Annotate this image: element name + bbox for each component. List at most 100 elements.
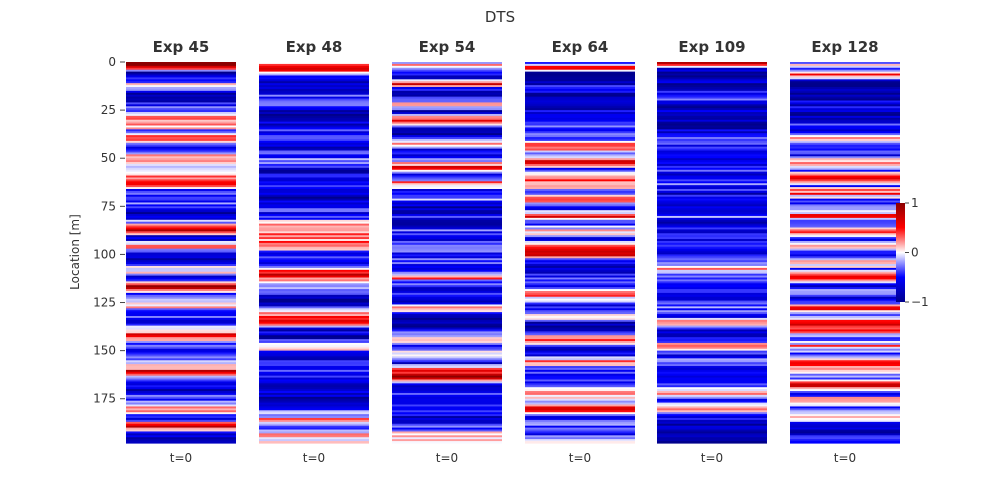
heatmap-cell bbox=[126, 321, 236, 325]
heatmap-cell bbox=[392, 267, 502, 271]
heatmap-cell bbox=[259, 175, 369, 179]
heatmap-cell bbox=[259, 189, 369, 192]
heatmap-cell bbox=[790, 389, 900, 392]
heatmap-cell bbox=[525, 312, 635, 315]
heatmap-cell bbox=[790, 314, 900, 317]
heatmap-cell bbox=[126, 190, 236, 194]
heatmap-cell bbox=[392, 327, 502, 331]
heatmap-cell bbox=[525, 294, 635, 298]
heatmap-cell bbox=[525, 391, 635, 394]
heatmap-cell bbox=[126, 127, 236, 130]
heatmap-cell bbox=[126, 233, 236, 236]
heatmap-cell bbox=[525, 156, 635, 159]
heatmap-cell bbox=[126, 200, 236, 204]
heatmap-cell bbox=[392, 375, 502, 379]
heatmap-cell bbox=[259, 402, 369, 406]
heatmap-cell bbox=[525, 341, 635, 344]
heatmap-cell bbox=[790, 383, 900, 386]
heatmap-cell bbox=[259, 260, 369, 263]
heatmap-cell bbox=[126, 160, 236, 163]
heatmap-cell bbox=[525, 189, 635, 192]
heatmap-cell bbox=[259, 158, 369, 161]
heatmap-cell bbox=[657, 358, 767, 361]
heatmap-cell bbox=[392, 394, 502, 398]
heatmap-cell bbox=[525, 396, 635, 400]
heatmap-cell bbox=[790, 275, 900, 279]
heatmap-cell bbox=[525, 292, 635, 296]
heatmap-cell bbox=[790, 117, 900, 121]
heatmap-cell bbox=[126, 385, 236, 388]
heatmap-cell bbox=[525, 281, 635, 284]
heatmap-cell bbox=[790, 352, 900, 356]
heatmap-cell bbox=[259, 277, 369, 281]
heatmap-cell bbox=[525, 317, 635, 321]
heatmap-cell bbox=[126, 194, 236, 198]
heatmap-cell bbox=[657, 162, 767, 165]
heatmap-cell bbox=[392, 337, 502, 340]
heatmap-cell bbox=[259, 342, 369, 346]
heatmap-cell bbox=[657, 412, 767, 415]
heatmap-cell bbox=[126, 433, 236, 436]
heatmap-cell bbox=[525, 163, 635, 167]
heatmap-cell bbox=[259, 160, 369, 163]
heatmap-cell bbox=[525, 138, 635, 142]
heatmap-cell bbox=[790, 281, 900, 284]
heatmap-cell bbox=[790, 317, 900, 321]
heatmap-cell bbox=[525, 121, 635, 125]
heatmap-cell bbox=[392, 379, 502, 383]
heatmap-cell bbox=[790, 90, 900, 94]
heatmap-cell bbox=[790, 269, 900, 273]
heatmap-cell bbox=[525, 383, 635, 386]
heatmap-cell bbox=[392, 106, 502, 109]
heatmap-cell bbox=[259, 217, 369, 221]
heatmap-cell bbox=[657, 94, 767, 98]
heatmap-cell bbox=[126, 71, 236, 75]
heatmap-cell bbox=[790, 319, 900, 323]
heatmap-cell bbox=[525, 177, 635, 180]
heatmap-cell bbox=[126, 275, 236, 279]
heatmap-cell bbox=[790, 321, 900, 325]
heatmap-cell bbox=[126, 317, 236, 321]
heatmap-cell bbox=[525, 348, 635, 352]
heatmap-cell bbox=[657, 283, 767, 286]
heatmap-cell bbox=[392, 225, 502, 229]
heatmap-cell bbox=[790, 377, 900, 381]
heatmap-cell bbox=[525, 423, 635, 427]
heatmap-cell bbox=[126, 204, 236, 207]
heatmap-cell bbox=[657, 235, 767, 238]
heatmap-cell bbox=[392, 254, 502, 257]
heatmap-cell bbox=[525, 233, 635, 236]
heatmap-cell bbox=[126, 371, 236, 375]
heatmap-cell bbox=[657, 71, 767, 75]
heatmap-cell bbox=[525, 265, 635, 269]
heatmap-cell bbox=[525, 83, 635, 86]
heatmap-cell bbox=[126, 337, 236, 340]
heatmap-cell bbox=[126, 348, 236, 352]
heatmap-cell bbox=[790, 373, 900, 377]
heatmap-cell bbox=[392, 181, 502, 184]
heatmap-cell bbox=[790, 292, 900, 296]
heatmap-cell bbox=[657, 298, 767, 302]
heatmap-cell bbox=[790, 385, 900, 388]
heatmap-cell bbox=[259, 285, 369, 288]
heatmap-cell bbox=[126, 352, 236, 356]
heatmap-cell bbox=[790, 371, 900, 375]
heatmap-cell bbox=[259, 162, 369, 165]
heatmap-cell bbox=[126, 367, 236, 371]
heatmap-cell bbox=[126, 339, 236, 342]
heatmap-cell bbox=[657, 110, 767, 113]
heatmap-cell bbox=[259, 215, 369, 219]
heatmap-cell bbox=[259, 258, 369, 261]
heatmap-cell bbox=[259, 290, 369, 294]
heatmap-cell bbox=[525, 344, 635, 348]
heatmap-cell bbox=[392, 200, 502, 204]
heatmap-cell bbox=[525, 417, 635, 421]
heatmap-cell bbox=[657, 373, 767, 377]
heatmap-cell bbox=[392, 406, 502, 409]
heatmap-cell bbox=[657, 83, 767, 86]
heatmap-cell bbox=[657, 212, 767, 215]
heatmap-cell bbox=[392, 237, 502, 240]
heatmap-cell bbox=[525, 429, 635, 433]
heatmap-cell bbox=[790, 189, 900, 192]
heatmap-cell bbox=[525, 235, 635, 238]
